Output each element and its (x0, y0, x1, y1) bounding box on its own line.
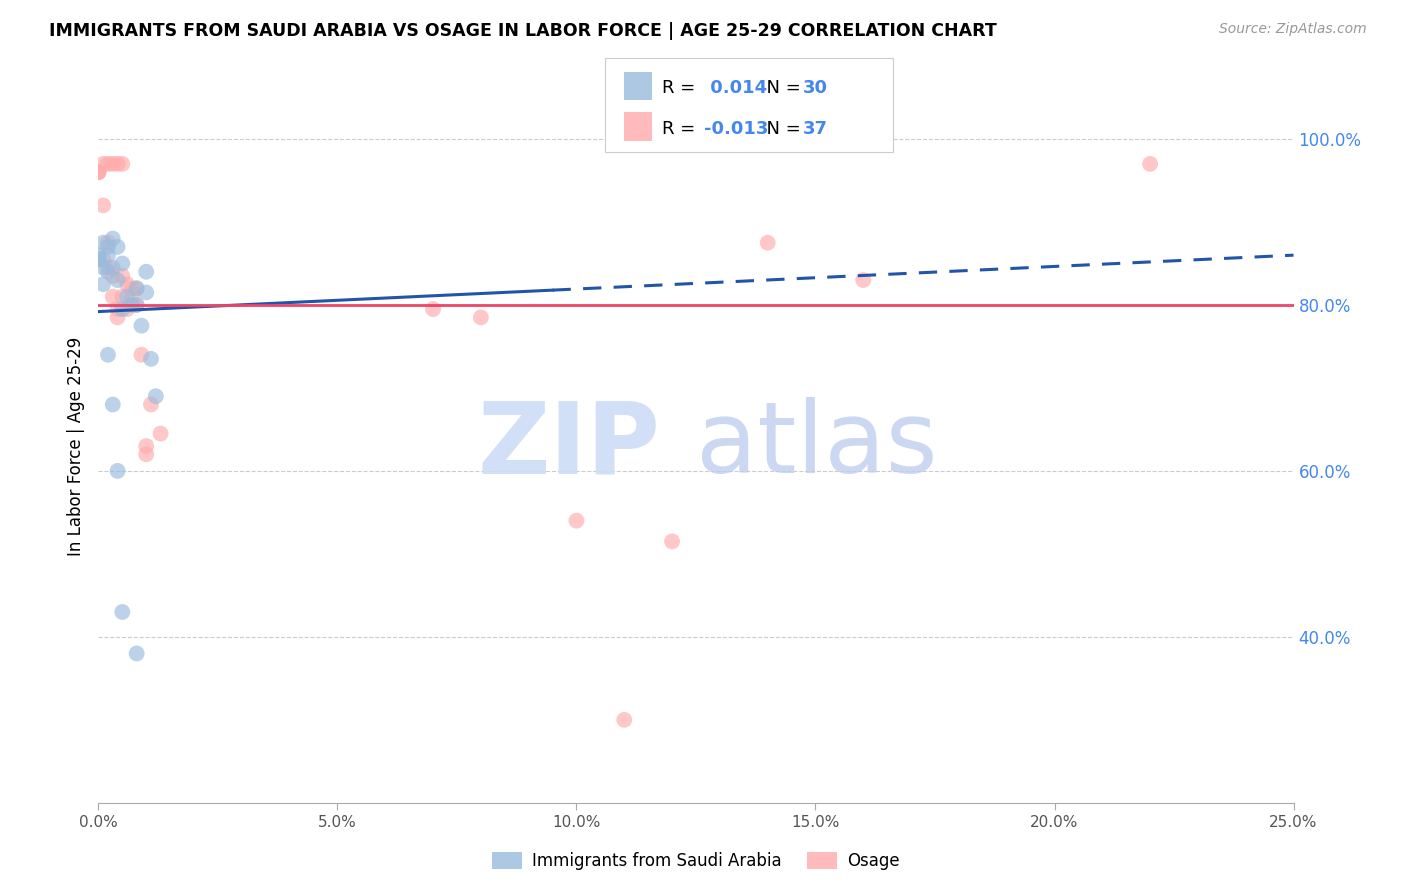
Point (121, 298, 143, 312)
Point (135, 265, 157, 279)
Point (87, 252, 110, 267)
Point (131, 348, 153, 362)
Point (107, 240, 129, 254)
Text: IMMIGRANTS FROM SAUDI ARABIA VS OSAGE IN LABOR FORCE | AGE 25-29 CORRELATION CHA: IMMIGRANTS FROM SAUDI ARABIA VS OSAGE IN… (49, 22, 997, 40)
Point (422, 302, 444, 317)
Point (97, 157, 120, 171)
Point (91, 260, 114, 275)
Point (87, 165, 110, 179)
Text: atlas: atlas (696, 398, 938, 494)
Point (87, 165, 110, 179)
Point (145, 389, 167, 403)
Point (565, 514, 588, 528)
Point (91, 252, 114, 267)
Text: N =: N = (755, 120, 807, 137)
Text: -0.013: -0.013 (704, 120, 769, 137)
Point (97, 260, 120, 275)
Point (111, 268, 134, 283)
Point (139, 351, 162, 366)
Point (470, 310, 492, 325)
Point (87, 165, 110, 179)
Point (125, 298, 148, 312)
Point (111, 256, 134, 270)
Point (97, 235, 120, 250)
Point (661, 534, 683, 549)
Text: R =: R = (662, 120, 702, 137)
Point (125, 298, 148, 312)
Point (101, 268, 124, 283)
Point (115, 290, 138, 304)
Point (101, 231, 124, 245)
Text: R =: R = (662, 78, 702, 97)
Point (107, 464, 129, 478)
Point (852, 273, 875, 287)
Point (121, 281, 143, 295)
Point (97, 348, 120, 362)
Point (91, 277, 114, 292)
Point (97, 240, 120, 254)
Point (135, 447, 157, 461)
Point (139, 397, 162, 411)
Point (613, 713, 636, 727)
Point (111, 605, 134, 619)
Text: N =: N = (755, 78, 807, 97)
Point (91, 235, 114, 250)
Point (91, 198, 114, 212)
Text: Source: ZipAtlas.com: Source: ZipAtlas.com (1219, 22, 1367, 37)
Point (125, 647, 148, 661)
Point (756, 235, 779, 250)
Point (115, 302, 138, 317)
Point (125, 281, 148, 295)
Point (101, 157, 124, 171)
Point (107, 157, 129, 171)
Point (125, 281, 148, 295)
Legend: Immigrants from Saudi Arabia, Osage: Immigrants from Saudi Arabia, Osage (485, 845, 907, 877)
Point (101, 290, 124, 304)
Text: ZIP: ZIP (477, 398, 661, 494)
Point (149, 426, 172, 441)
Text: 37: 37 (803, 120, 828, 137)
Point (87, 252, 110, 267)
Point (107, 302, 129, 317)
Point (107, 273, 129, 287)
Point (87, 252, 110, 267)
Point (101, 260, 124, 275)
Point (111, 290, 134, 304)
Text: 0.014: 0.014 (704, 78, 768, 97)
Point (131, 318, 153, 333)
Point (97, 265, 120, 279)
Point (1139, 157, 1161, 171)
Text: 30: 30 (803, 78, 828, 97)
Point (97, 248, 120, 262)
Point (135, 285, 157, 300)
Point (111, 157, 134, 171)
Point (91, 157, 114, 171)
Point (101, 397, 124, 411)
Point (111, 302, 134, 317)
Point (107, 310, 129, 325)
Point (87, 248, 110, 262)
Y-axis label: In Labor Force | Age 25-29: In Labor Force | Age 25-29 (66, 336, 84, 556)
Point (121, 290, 143, 304)
Point (115, 277, 138, 292)
Point (135, 439, 157, 453)
